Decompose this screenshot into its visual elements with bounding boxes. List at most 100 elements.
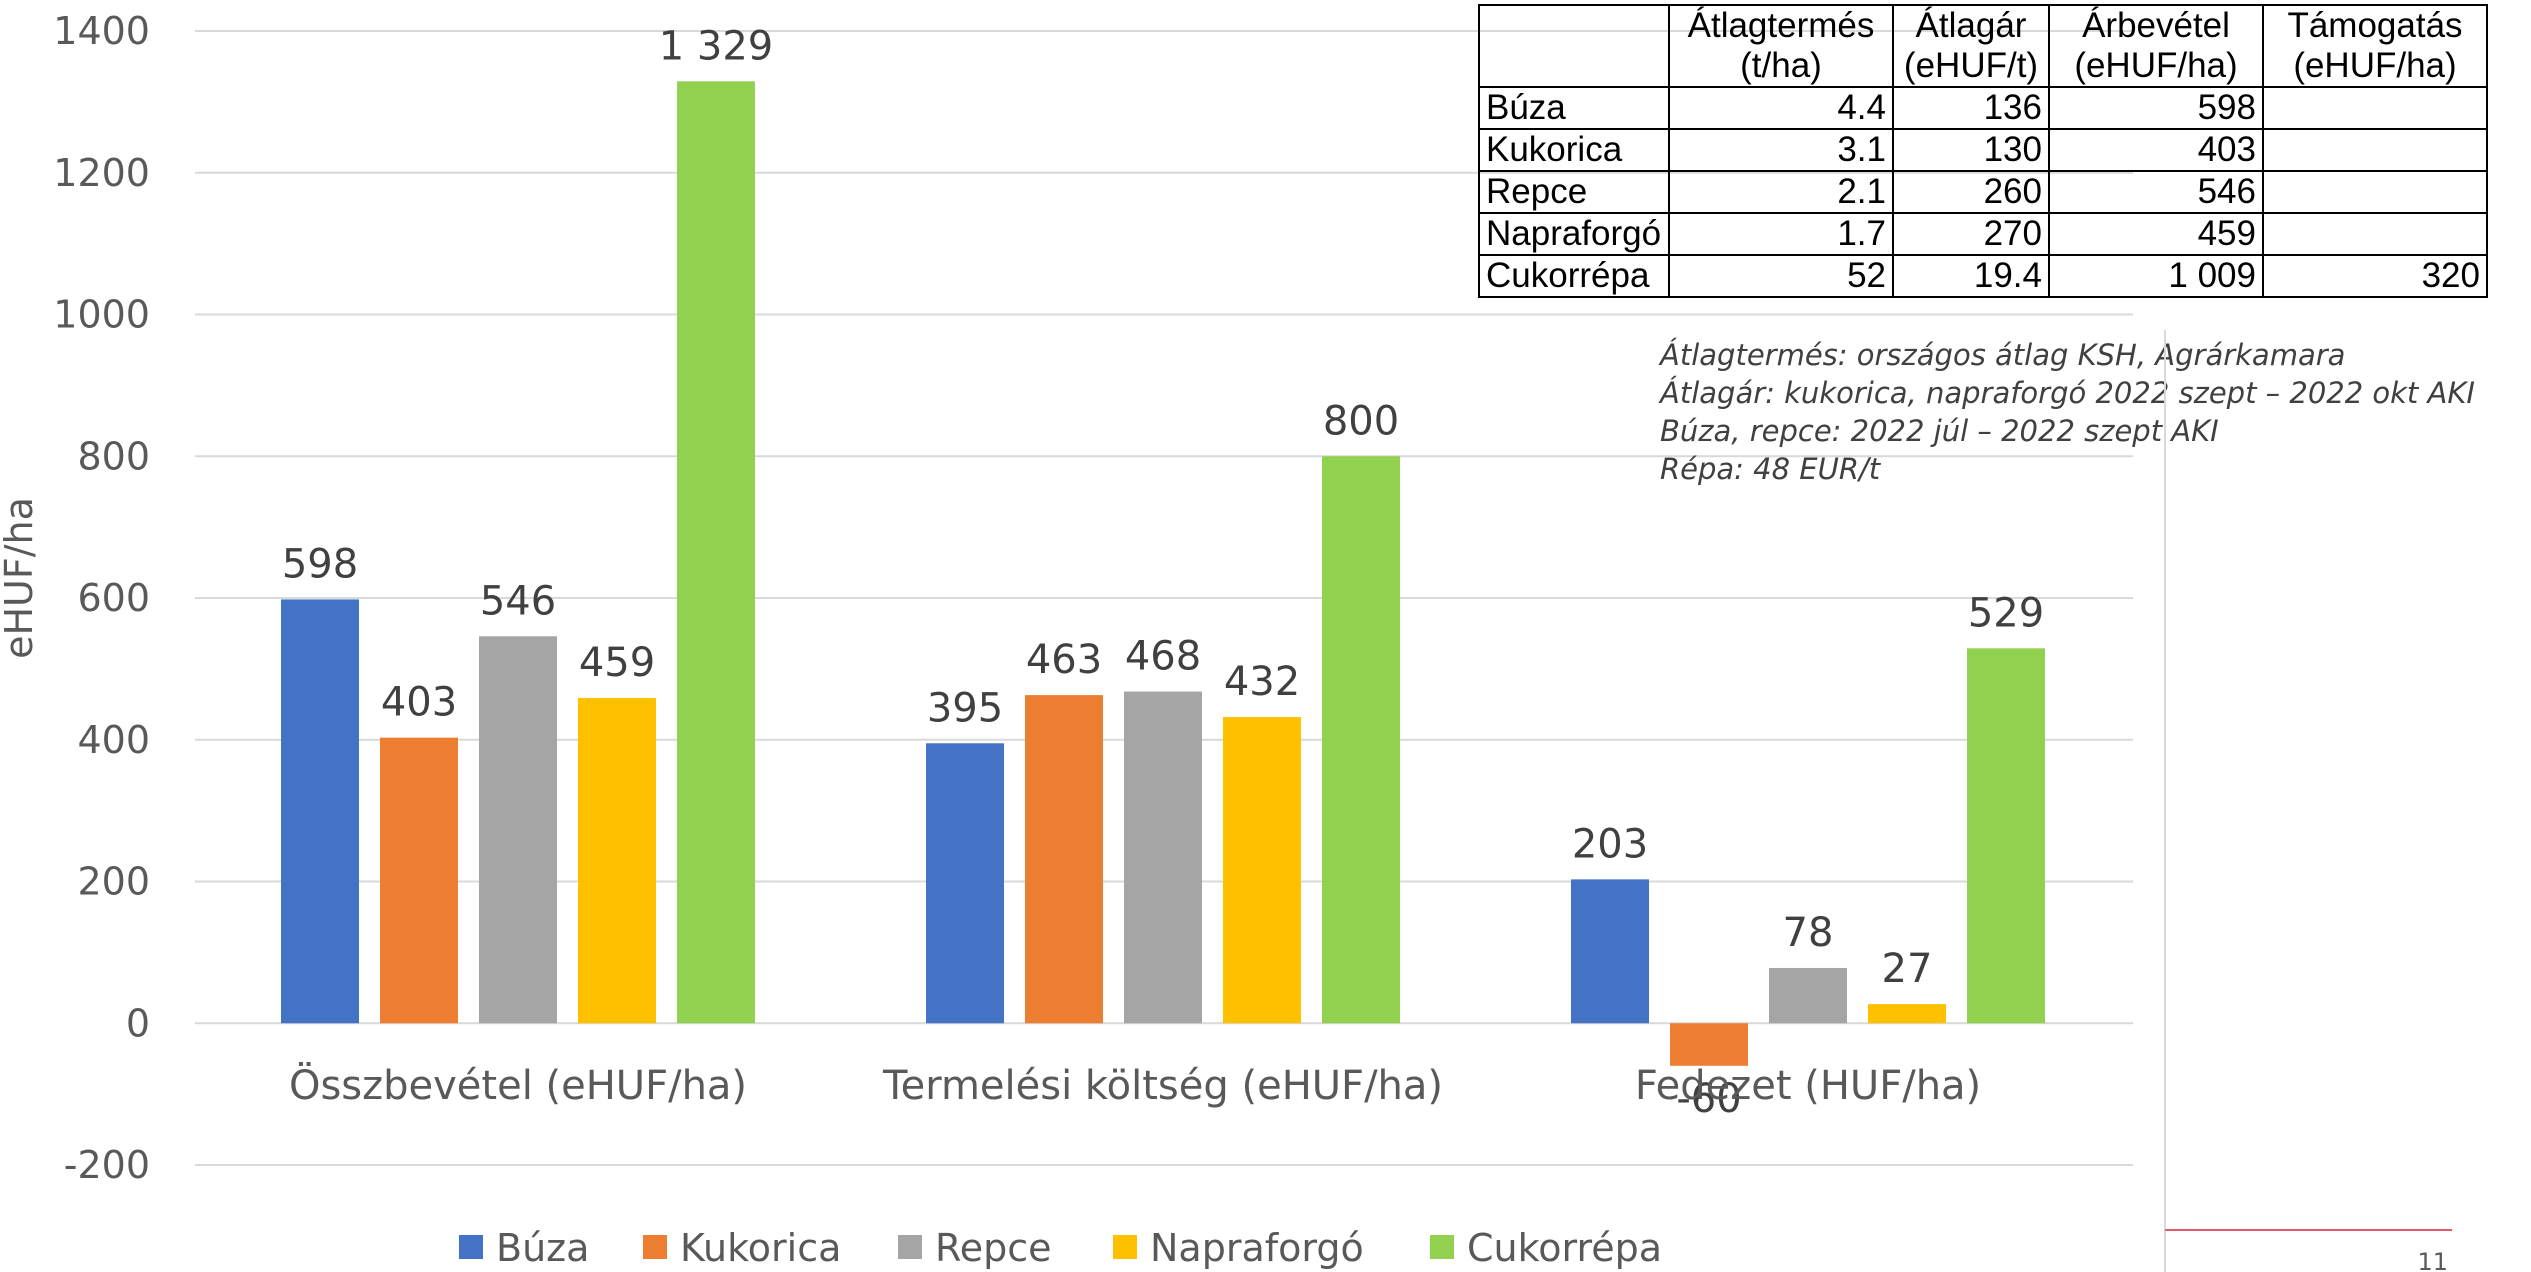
table-row-name: Cukorrépa <box>1478 254 1670 298</box>
data-label: 529 <box>1968 590 2044 636</box>
table-cell: 260 <box>1892 170 2050 214</box>
data-label: 800 <box>1323 398 1399 444</box>
table-cell: 130 <box>1892 128 2050 172</box>
legend: Búza Kukorica Repce Napraforgó Cukorrépa <box>459 1226 1662 1270</box>
y-tick-label: -200 <box>64 1143 150 1187</box>
table-header-cell: Támogatás (eHUF/ha) <box>2262 4 2488 88</box>
data-label: -60 <box>1676 1076 1741 1122</box>
legend-item: Cukorrépa <box>1430 1226 1662 1270</box>
table-cell: 4.4 <box>1668 86 1894 130</box>
table-row: Búza 4.4 136 598 <box>1478 86 2488 130</box>
table-header-cell: Átlagár (eHUF/t) <box>1892 4 2050 88</box>
bar <box>578 697 656 1024</box>
data-label: 463 <box>1026 637 1102 683</box>
table-row-name: Búza <box>1478 86 1670 130</box>
table-cell: 598 <box>2048 86 2264 130</box>
table-cell <box>2262 212 2488 256</box>
bar <box>1868 1004 1946 1024</box>
table-cell: 270 <box>1892 212 2050 256</box>
bar <box>1025 695 1103 1024</box>
table-header-row: Átlagtermés (t/ha) Átlagár (eHUF/t) Árbevéte… <box>1478 4 2488 88</box>
table-cell: 459 <box>2048 212 2264 256</box>
data-label: 546 <box>480 578 556 624</box>
table-row-name: Repce <box>1478 170 1670 214</box>
x-category-label: Összbevétel (eHUF/ha) <box>289 1061 747 1109</box>
y-tick-label: 600 <box>77 576 150 620</box>
data-label: 403 <box>381 680 457 726</box>
table-row-name: Napraforgó <box>1478 212 1670 256</box>
table-cell: 1 009 <box>2048 254 2264 298</box>
data-label: 27 <box>1882 946 1933 992</box>
table-cell: 136 <box>1892 86 2050 130</box>
table-cell: 546 <box>2048 170 2264 214</box>
legend-item: Napraforgó <box>1113 1226 1364 1270</box>
source-note: Átlagtermés: országos átlag KSH, Agrárka… <box>1658 338 2345 372</box>
bars <box>281 81 2045 1066</box>
legend-item: Kukorica <box>643 1226 841 1270</box>
y-tick-label: 800 <box>77 434 150 478</box>
source-notes: Átlagtermés: országos átlag KSH, Agrárka… <box>1658 338 2475 486</box>
data-label: 432 <box>1224 659 1300 705</box>
y-axis-ticks: 1400 1200 1000 800 600 400 200 0 -200 <box>53 9 150 1187</box>
legend-swatch <box>1430 1235 1454 1259</box>
table-header-text: (eHUF/ha) <box>2293 46 2457 85</box>
legend-swatch <box>643 1235 667 1259</box>
table-header-text: (eHUF/t) <box>1903 46 2039 85</box>
table-header-text <box>1486 6 1662 46</box>
bar <box>1223 717 1301 1024</box>
table-cell: 1.7 <box>1668 212 1894 256</box>
source-note: Átlagár: kukorica, napraforgó 2022 szept… <box>1658 376 2475 410</box>
legend-label: Napraforgó <box>1150 1226 1364 1270</box>
table-cell: 19.4 <box>1892 254 2050 298</box>
table-cell: 320 <box>2262 254 2488 298</box>
table-header-cell: Árbevétel (eHUF/ha) <box>2048 4 2264 88</box>
table-row: Kukorica 3.1 130 403 <box>1478 128 2488 172</box>
legend-label: Kukorica <box>680 1226 841 1270</box>
table-cell <box>2262 170 2488 214</box>
table-cell: 403 <box>2048 128 2264 172</box>
page-number: 11 <box>2417 1248 2448 1272</box>
data-labels: 598 395 203 403 463 -60 546 468 78 459 432 27 1 329 8… <box>282 23 2044 1121</box>
bar <box>926 743 1004 1024</box>
y-tick-label: 200 <box>77 860 150 904</box>
table-header-text: Támogatás <box>2287 6 2463 45</box>
legend-label: Repce <box>935 1226 1051 1270</box>
table-row: Napraforgó 1.7 270 459 <box>1478 212 2488 256</box>
table-cell: 52 <box>1668 254 1894 298</box>
table-header-cell <box>1478 4 1670 88</box>
y-tick-label: 1400 <box>53 9 150 53</box>
source-note: Búza, repce: 2022 júl – 2022 szept AKI <box>1660 414 2219 448</box>
bar <box>1322 456 1400 1024</box>
y-tick-label: 400 <box>77 718 150 762</box>
table-cell <box>2262 86 2488 130</box>
data-label: 203 <box>1572 821 1648 867</box>
table-header-text <box>1486 46 1662 86</box>
source-note: Répa: 48 EUR/t <box>1660 452 1882 486</box>
bar <box>1124 691 1202 1024</box>
data-label: 78 <box>1783 910 1834 956</box>
data-label: 459 <box>579 640 655 686</box>
table-header-text: (eHUF/ha) <box>2074 46 2238 85</box>
legend-label: Búza <box>496 1226 589 1270</box>
table-header-text: Átlagtermés <box>1687 6 1875 45</box>
data-label: 598 <box>282 541 358 587</box>
data-label: 468 <box>1125 634 1201 680</box>
bar <box>1670 1023 1748 1066</box>
y-tick-label: 0 <box>126 1001 150 1045</box>
data-label: 1 329 <box>659 23 774 69</box>
table-row: Repce 2.1 260 546 <box>1478 170 2488 214</box>
bar <box>1571 879 1649 1024</box>
table-header-text: (t/ha) <box>1740 46 1822 85</box>
y-tick-label: 1200 <box>53 151 150 195</box>
legend-label: Cukorrépa <box>1467 1226 1662 1270</box>
bar <box>677 81 755 1024</box>
bar <box>281 599 359 1024</box>
table-row-name: Kukorica <box>1478 128 1670 172</box>
y-tick-label: 1000 <box>53 293 150 337</box>
data-table: Átlagtermés (t/ha) Átlagár (eHUF/t) Árbevéte… <box>1478 4 2488 298</box>
table-header-text: Átlagár <box>1915 6 2027 45</box>
legend-item: Búza <box>459 1226 589 1270</box>
bar <box>479 636 557 1024</box>
legend-swatch <box>459 1235 483 1259</box>
